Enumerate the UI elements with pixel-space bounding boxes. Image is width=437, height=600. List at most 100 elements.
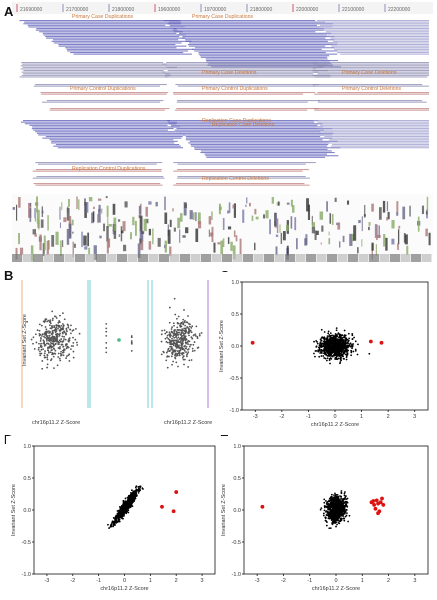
data-point (331, 512, 334, 515)
annotation-mark (351, 233, 355, 242)
data-point (61, 331, 64, 334)
data-point (335, 327, 338, 330)
cnv-segment (329, 139, 429, 141)
annotation-mark (38, 219, 40, 230)
annotation-mark (358, 219, 361, 224)
annotation-mark (12, 207, 16, 210)
cnv-segment (185, 40, 328, 42)
cnv-segment (37, 163, 157, 165)
data-point (331, 516, 334, 519)
annotation-mark (294, 217, 297, 231)
data-point (185, 351, 187, 354)
data-point (173, 336, 176, 339)
data-point (329, 347, 332, 350)
y-tick-label: 0.5 (231, 312, 239, 318)
annotation-mark (321, 225, 324, 232)
annotation-mark (428, 232, 431, 246)
scale-block (390, 254, 400, 262)
data-point (49, 320, 52, 323)
data-point (172, 349, 174, 352)
data-point (130, 504, 133, 507)
data-point (49, 322, 52, 325)
ruler-label: 22000000 (296, 7, 318, 13)
data-point (54, 339, 56, 341)
annotation-mark (182, 235, 186, 238)
data-point (327, 332, 330, 335)
data-point (63, 318, 66, 321)
data-point (130, 342, 133, 344)
annotation-mark (195, 212, 197, 222)
data-point (357, 343, 359, 346)
cnv-segment (194, 147, 341, 149)
data-point (51, 353, 54, 356)
data-point (314, 350, 317, 352)
data-point (323, 350, 326, 353)
x-axis-label: chr16p11.2 Z-Score (32, 420, 80, 426)
cnv-segment (337, 50, 429, 52)
cnv-segment (177, 163, 306, 165)
data-point (187, 343, 190, 345)
y-axis-label: Invariant Set Z-Score (219, 320, 225, 372)
cnv-segment (320, 26, 429, 28)
annotation-mark (375, 244, 377, 256)
annotation-mark (271, 196, 274, 204)
y-tick-label: -0.5 (230, 376, 239, 382)
data-point (164, 337, 167, 340)
cnv-segment (317, 92, 429, 94)
data-point (52, 329, 55, 332)
data-point (172, 332, 175, 335)
cnv-segment (176, 108, 319, 110)
data-point (182, 352, 185, 354)
data-point (334, 496, 337, 498)
cnv-segment (174, 109, 308, 111)
annotation-mark (386, 201, 389, 212)
annotation-mark (86, 202, 89, 213)
annotation-mark (197, 212, 201, 225)
annotation-mark (183, 202, 187, 216)
scale-block (75, 254, 85, 262)
annotation-mark (34, 218, 37, 222)
annotation-mark (140, 203, 142, 215)
annotation-mark (291, 205, 295, 213)
outlier-point (376, 511, 380, 516)
data-point (187, 315, 189, 317)
data-point (171, 343, 173, 346)
data-point (328, 343, 330, 345)
cnv-segment (51, 40, 192, 42)
data-point (58, 347, 61, 350)
data-point (48, 332, 50, 334)
annotation-mark (254, 242, 256, 251)
data-point (48, 324, 51, 327)
data-point (46, 330, 49, 333)
data-point (163, 329, 166, 332)
data-point (44, 350, 46, 352)
data-point (48, 346, 51, 348)
annotation-mark (382, 200, 386, 213)
data-point (132, 490, 135, 493)
data-point (139, 486, 142, 489)
data-point (40, 346, 43, 349)
data-point (335, 352, 338, 354)
data-point (187, 332, 190, 335)
data-point (344, 515, 347, 518)
data-point (170, 339, 173, 342)
data-point (63, 335, 66, 338)
data-point (61, 327, 64, 329)
data-point (347, 349, 350, 352)
data-point (340, 351, 343, 354)
data-point (130, 336, 133, 339)
cnv-segment (42, 137, 182, 139)
data-point (168, 306, 171, 309)
cnv-segment (199, 55, 330, 57)
data-point (181, 346, 183, 349)
annotation-mark (286, 202, 290, 205)
data-point (170, 355, 173, 358)
outlier-point (381, 502, 386, 507)
scale-block (64, 254, 75, 262)
annotation-mark (222, 238, 225, 248)
data-point (329, 335, 332, 338)
data-point (184, 331, 187, 334)
annotation-mark (81, 231, 83, 248)
annotation-mark (123, 244, 127, 252)
data-point (320, 507, 323, 510)
